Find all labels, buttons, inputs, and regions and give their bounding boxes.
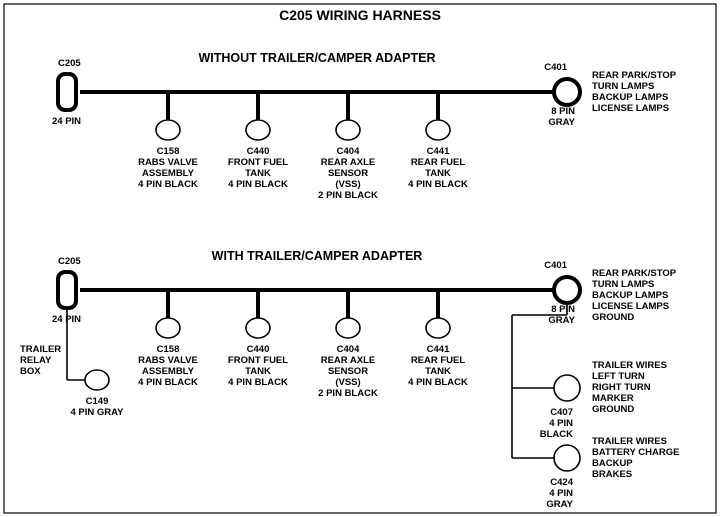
drop-text: 4 PIN BLACK [228,179,288,190]
connector-c401 [554,79,580,105]
c407-text: GROUND [592,404,634,415]
drop-id: C441 [427,146,450,157]
drop-text: REAR FUEL [411,355,466,366]
relay-box-text: BOX [20,366,41,377]
c401-id: C401 [544,62,567,73]
drop-text: REAR AXLE [321,157,376,168]
c407-text: TRAILER WIRES [592,360,667,371]
connector-c205 [58,272,76,308]
drop-text: RABS VALVE [138,355,198,366]
drop-text: TANK [425,366,451,377]
page-title: C205 WIRING HARNESS [279,7,441,23]
subtitle: WITH TRAILER/CAMPER ADAPTER [212,249,423,263]
c401-id: C401 [544,260,567,271]
drop-id: C440 [247,344,270,355]
drop-id: C441 [427,344,450,355]
c205-id: C205 [58,256,81,267]
drop-text: 4 PIN BLACK [408,377,468,388]
c407-pins: 4 PIN [549,418,573,429]
c424-text: BACKUP [592,458,633,469]
c401-text: LICENSE LAMPS [592,301,669,312]
drop-text: TANK [245,168,271,179]
relay-box-text: RELAY [20,355,52,366]
drop-text: TANK [425,168,451,179]
connector-c205 [58,74,76,110]
drop-text: ASSEMBLY [142,366,195,377]
drop-text: 2 PIN BLACK [318,388,378,399]
c205-id: C205 [58,58,81,69]
subtitle: WITHOUT TRAILER/CAMPER ADAPTER [198,51,435,65]
c424-color: GRAY [546,499,573,510]
c407-text: RIGHT TURN [592,382,651,393]
drop-connector [426,318,450,338]
c407-id: C407 [550,407,573,418]
c401-color: GRAY [548,315,575,326]
drop-text: (VSS) [335,179,360,190]
c401-color: GRAY [548,117,575,128]
c401-text: BACKUP LAMPS [592,92,668,103]
connector-c401 [554,277,580,303]
drop-id: C158 [157,146,180,157]
drop-connector [156,120,180,140]
drop-text: FRONT FUEL [228,355,288,366]
drop-text: SENSOR [328,168,368,179]
drop-id: C404 [337,146,360,157]
connector-c407 [554,375,580,401]
drop-text: REAR FUEL [411,157,466,168]
c401-text: TURN LAMPS [592,81,654,92]
drop-text: RABS VALVE [138,157,198,168]
connector-c424 [554,445,580,471]
c205-pins: 24 PIN [52,116,81,127]
drop-text: 4 PIN BLACK [138,377,198,388]
c401-text: LICENSE LAMPS [592,103,669,114]
drop-text: (VSS) [335,377,360,388]
c401-text: REAR PARK/STOP [592,70,677,81]
drop-text: REAR AXLE [321,355,376,366]
connector-c149 [85,370,109,390]
c424-id: C424 [550,477,573,488]
c424-pins: 4 PIN [549,488,573,499]
drop-connector [246,120,270,140]
c401-pins: 8 PIN [551,304,575,315]
drop-connector [336,318,360,338]
c424-text: BRAKES [592,469,632,480]
drop-text: 4 PIN BLACK [228,377,288,388]
c149-pins: 4 PIN GRAY [71,407,125,418]
drop-connector [246,318,270,338]
drop-connector [156,318,180,338]
drop-text: FRONT FUEL [228,157,288,168]
relay-box-text: TRAILER [20,344,61,355]
drop-text: 4 PIN BLACK [408,179,468,190]
c424-text: BATTERY CHARGE [592,447,679,458]
c149-id: C149 [86,396,109,407]
c401-text: REAR PARK/STOP [592,268,677,279]
drop-text: 4 PIN BLACK [138,179,198,190]
c407-text: MARKER [592,393,634,404]
drop-connector [336,120,360,140]
drop-text: SENSOR [328,366,368,377]
drop-connector [426,120,450,140]
drop-id: C158 [157,344,180,355]
c401-text: BACKUP LAMPS [592,290,668,301]
c407-text: LEFT TURN [592,371,645,382]
drop-id: C440 [247,146,270,157]
c407-color: BLACK [540,429,573,440]
drop-text: TANK [245,366,271,377]
drop-id: C404 [337,344,360,355]
drop-text: 2 PIN BLACK [318,190,378,201]
drop-text: ASSEMBLY [142,168,195,179]
c401-text: TURN LAMPS [592,279,654,290]
c401-text: GROUND [592,312,634,323]
c401-pins: 8 PIN [551,106,575,117]
c424-text: TRAILER WIRES [592,436,667,447]
